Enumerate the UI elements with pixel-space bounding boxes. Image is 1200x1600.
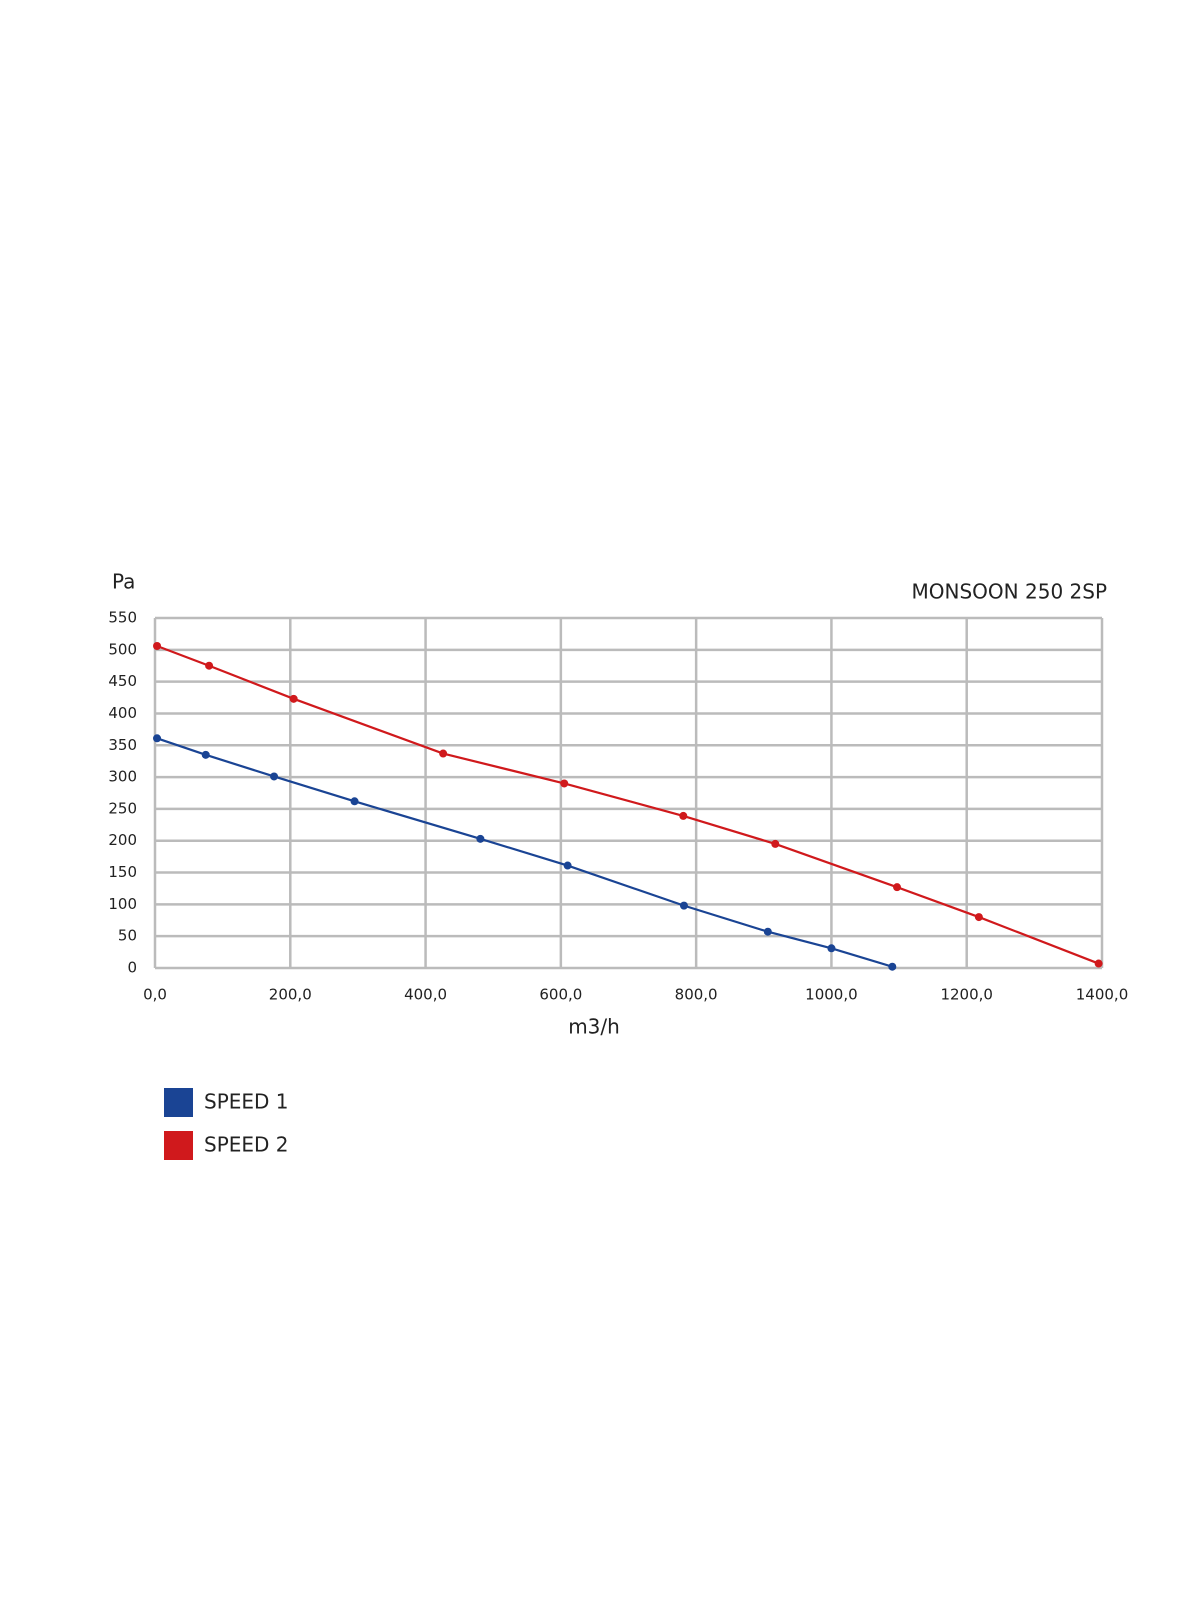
y-tick-label: 450 [108,672,137,690]
x-tick-label: 0,0 [143,986,167,1004]
y-tick-label: 150 [108,863,137,881]
legend-label: SPEED 1 [204,1090,289,1114]
x-axis-label: m3/h [568,1015,620,1039]
x-tick-label: 800,0 [675,986,718,1004]
point [476,834,485,843]
x-tick-label: 1000,0 [805,986,858,1004]
point [153,642,162,650]
y-tick-label: 300 [108,768,137,786]
y-tick-label: 200 [108,831,137,849]
y-tick-label: 50 [118,927,137,945]
y-tick-label: 500 [108,640,137,658]
point [270,772,279,781]
legend-label: SPEED 2 [204,1133,289,1157]
y-tick-label: 550 [108,609,137,627]
point [439,749,448,758]
x-tick-label: 1200,0 [940,986,993,1004]
chart-title: MONSOON 250 2SP [912,580,1107,604]
point [763,927,772,936]
y-tick-label: 100 [108,895,137,913]
legend-swatch [164,1131,193,1160]
point [888,962,897,971]
point [153,734,162,743]
series-line [156,737,893,968]
point [201,750,210,759]
x-tick-label: 1400,0 [1076,986,1129,1004]
x-tick-label: 600,0 [539,986,582,1004]
point [289,694,298,703]
legend-swatch [164,1088,193,1117]
point [205,661,214,670]
x-tick-label: 200,0 [269,986,312,1004]
point [563,861,572,870]
y-tick-label: 250 [108,799,137,817]
series-line [156,644,1100,965]
point [679,811,688,820]
point [771,839,780,848]
point [679,901,688,910]
point [893,883,902,892]
point [350,797,359,806]
point [827,944,836,953]
point [974,913,983,922]
point [1094,959,1103,968]
point [560,779,569,788]
y-axis-label: Pa [112,570,135,594]
y-tick-label: 400 [108,704,137,722]
y-tick-label: 350 [108,736,137,754]
x-tick-label: 400,0 [404,986,447,1004]
y-tick-label: 0 [127,959,137,977]
